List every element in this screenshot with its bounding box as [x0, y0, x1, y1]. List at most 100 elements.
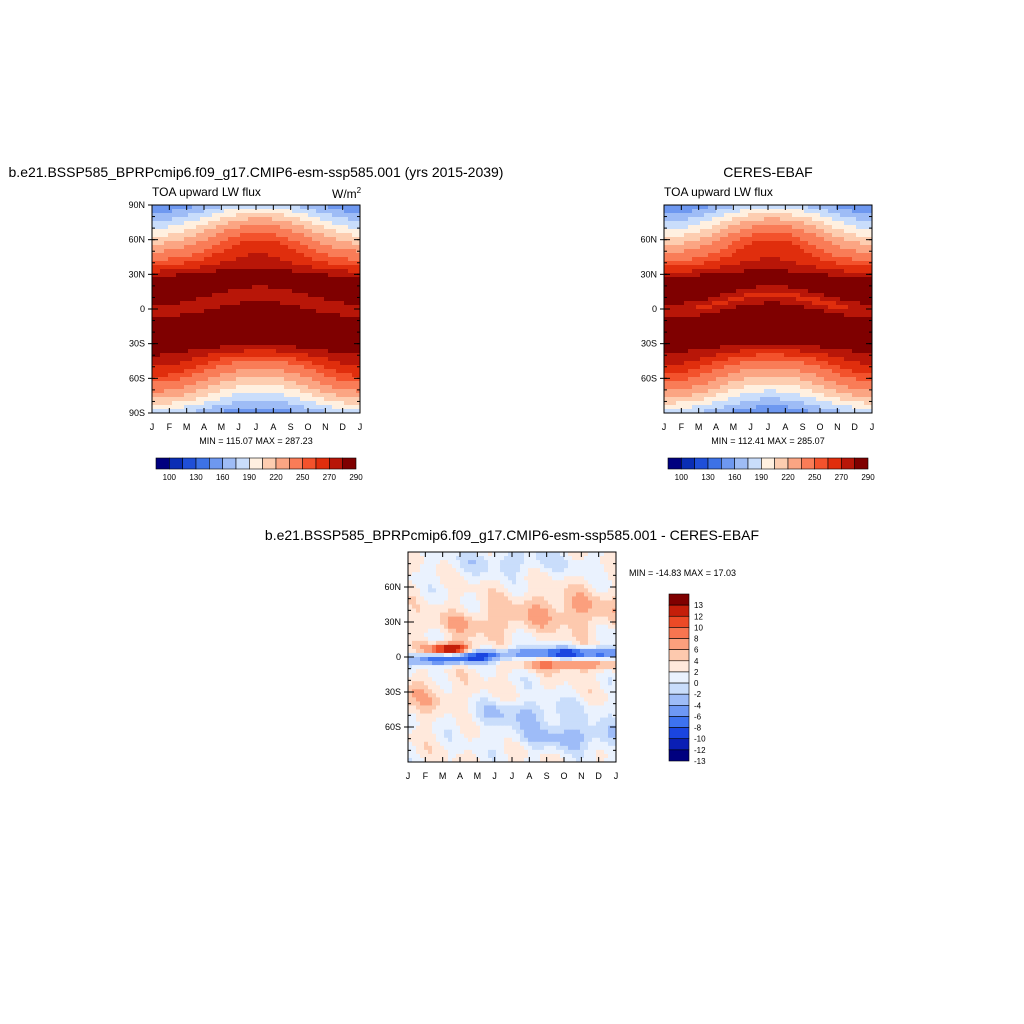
heatmap-model-cell	[176, 281, 181, 286]
heatmap-obs-cell	[680, 253, 685, 258]
heatmap-obs-cell	[716, 229, 721, 234]
heatmap-model-cell	[308, 269, 313, 274]
heatmap-obs-cell	[664, 361, 669, 366]
heatmap-model-cell	[256, 293, 261, 298]
heatmap-model-cell	[216, 345, 221, 350]
heatmap-model-cell	[176, 409, 181, 414]
heatmap-obs-cell	[712, 213, 717, 218]
heatmap-model-cell	[168, 273, 173, 278]
heatmap-model-cell	[304, 385, 309, 390]
heatmap-obs-cell	[716, 281, 721, 286]
heatmap-model-cell	[176, 405, 181, 410]
heatmap-obs-cell	[688, 349, 693, 354]
heatmap-obs-cell	[840, 257, 845, 262]
heatmap-model-cell	[184, 213, 189, 218]
heatmap-obs-cell	[824, 313, 829, 318]
heatmap-obs-cell	[756, 225, 761, 230]
heatmap-model-cell	[324, 209, 329, 214]
heatmap-model-cell	[300, 217, 305, 222]
heatmap-model-cell	[348, 373, 353, 378]
heatmap-obs-cell	[760, 205, 765, 210]
heatmap-obs-cell	[680, 209, 685, 214]
heatmap-obs-cell	[772, 289, 777, 294]
heatmap-model-cell	[236, 393, 241, 398]
heatmap-model-cell	[320, 257, 325, 262]
heatmap-obs-cell	[744, 305, 749, 310]
heatmap-obs-cell	[840, 233, 845, 238]
heatmap-model-cell	[204, 349, 209, 354]
heatmap-obs-cell	[692, 361, 697, 366]
heatmap-model-cell	[256, 385, 261, 390]
heatmap-model-cell	[332, 377, 337, 382]
heatmap-model-cell	[260, 261, 265, 266]
heatmap-model-cell	[200, 213, 205, 218]
heatmap-obs-cell	[724, 269, 729, 274]
heatmap-obs-cell	[844, 353, 849, 358]
heatmap-model-cell	[312, 293, 317, 298]
heatmap-obs-cell	[800, 237, 805, 242]
heatmap-obs-cell	[864, 305, 869, 310]
heatmap-obs-cell	[688, 261, 693, 266]
heatmap-obs-cell	[856, 273, 861, 278]
heatmap-model-cell	[348, 253, 353, 258]
heatmap-obs-cell	[788, 349, 793, 354]
heatmap-obs-cell	[684, 341, 689, 346]
heatmap-obs-cell	[716, 213, 721, 218]
heatmap-obs-cell	[792, 297, 797, 302]
heatmap-obs-cell	[820, 349, 825, 354]
heatmap-model-cell	[212, 405, 217, 410]
heatmap-model-cell	[236, 357, 241, 362]
heatmap-model-cell	[272, 281, 277, 286]
heatmap-model-cell	[328, 237, 333, 242]
heatmap-model-cell	[264, 301, 269, 306]
heatmap-model-cell	[252, 333, 257, 338]
heatmap-model-cell	[260, 217, 265, 222]
heatmap-model-cell	[212, 273, 217, 278]
heatmap-model-cell	[180, 353, 185, 358]
heatmap-model-cell	[224, 217, 229, 222]
heatmap-obs-cell	[780, 361, 785, 366]
heatmap-model-cell	[232, 333, 237, 338]
heatmap-obs-cell	[752, 353, 757, 358]
heatmap-obs-cell	[680, 357, 685, 362]
heatmap-model-cell	[340, 241, 345, 246]
heatmap-obs-cell	[688, 269, 693, 274]
heatmap-obs-cell	[784, 337, 789, 342]
heatmap-obs-cell	[668, 297, 673, 302]
heatmap-model-cell	[212, 305, 217, 310]
heatmap-obs-cell	[732, 213, 737, 218]
heatmap-model-cell	[352, 337, 357, 342]
heatmap-obs-cell	[736, 237, 741, 242]
heatmap-model-cell	[168, 333, 173, 338]
heatmap-model-cell	[324, 337, 329, 342]
heatmap-obs-cell	[848, 229, 853, 234]
heatmap-model-cell	[344, 233, 349, 238]
heatmap-model-cell	[200, 373, 205, 378]
heatmap-obs-cell	[712, 225, 717, 230]
x-tick-label: J	[254, 422, 259, 432]
heatmap-obs-cell	[740, 237, 745, 242]
heatmap-model-cell	[284, 389, 289, 394]
heatmap-model-cell	[264, 357, 269, 362]
heatmap-model-cell	[340, 301, 345, 306]
heatmap-obs-cell	[748, 237, 753, 242]
heatmap-model-cell	[220, 225, 225, 230]
heatmap-model-cell	[300, 353, 305, 358]
heatmap-obs-cell	[840, 221, 845, 226]
heatmap-model-cell	[256, 333, 261, 338]
heatmap-obs-cell	[852, 281, 857, 286]
heatmap-model-cell	[260, 393, 265, 398]
heatmap-model-cell	[340, 209, 345, 214]
heatmap-obs-cell	[672, 229, 677, 234]
heatmap-obs-cell	[804, 233, 809, 238]
heatmap-obs-cell	[864, 241, 869, 246]
heatmap-obs-cell	[668, 273, 673, 278]
heatmap-obs-cell	[836, 349, 841, 354]
heatmap-model-cell	[280, 309, 285, 314]
heatmap-obs-cell	[760, 237, 765, 242]
heatmap-model-cell	[336, 241, 341, 246]
heatmap-obs-cell	[732, 365, 737, 370]
heatmap-model-cell	[196, 229, 201, 234]
heatmap-model-cell	[248, 217, 253, 222]
heatmap-model-cell	[332, 265, 337, 270]
